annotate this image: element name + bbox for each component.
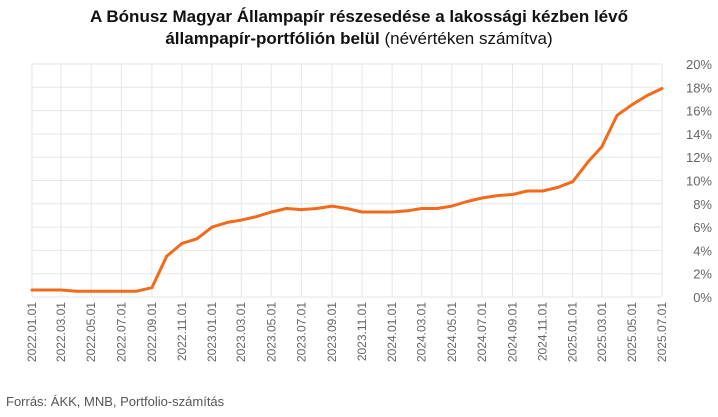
chart-title-line2: állampapír-portfólión belül (névértéken …: [0, 28, 718, 50]
chart-title: A Bónusz Magyar Állampapír részesedése a…: [0, 6, 718, 50]
chart-grid: [31, 63, 663, 298]
x-tick-label: 2022.03.01: [54, 302, 68, 362]
data-point: [406, 209, 409, 213]
x-tick-label: 2024.01.01: [385, 302, 399, 362]
data-point: [180, 242, 184, 245]
data-point: [525, 189, 529, 193]
data-point: [59, 288, 63, 292]
series-line: [30, 87, 664, 293]
data-point: [630, 103, 634, 107]
data-point: [239, 218, 243, 222]
x-axis-ticks: 2022.01.01 2022.03.01 2022.05.01 2022.07.01…: [25, 302, 669, 362]
x-tick-label: 2024.11.01: [536, 302, 550, 361]
data-point: [450, 204, 454, 208]
data-point: [420, 207, 424, 210]
x-tick-label: 2025.05.01: [625, 302, 639, 362]
data-point: [556, 186, 559, 189]
source-note: Forrás: ÁKK, MNB, Portfolio-számítás: [6, 394, 225, 409]
data-point: [375, 210, 379, 214]
x-tick-label: 2022.11.01: [175, 302, 189, 361]
data-point: [571, 180, 575, 184]
y-tick-label: 6%: [693, 220, 712, 235]
data-point: [495, 194, 499, 198]
data-point: [660, 87, 664, 90]
data-point: [195, 237, 199, 241]
x-tick-label: 2023.09.01: [325, 302, 339, 362]
data-point: [615, 113, 619, 117]
x-tick-label: 2024.09.01: [506, 302, 520, 362]
data-point: [269, 210, 273, 214]
data-point: [89, 289, 93, 293]
y-tick-label: 0%: [693, 290, 712, 305]
y-tick-label: 2%: [693, 267, 712, 282]
data-point: [30, 288, 34, 292]
chart-title-line2-normal: (névértéken számítva): [379, 29, 553, 48]
x-tick-label: 2023.03.01: [234, 302, 248, 362]
y-tick-label: 8%: [693, 197, 712, 212]
y-tick-label: 14%: [686, 127, 712, 142]
data-point: [480, 196, 484, 200]
data-point: [285, 207, 288, 210]
data-point: [225, 221, 229, 224]
x-tick-label: 2025.01.01: [566, 302, 580, 362]
x-tick-label: 2024.05.01: [445, 302, 459, 362]
x-tick-label: 2022.09.01: [145, 302, 159, 362]
x-tick-label: 2025.03.01: [595, 302, 609, 362]
data-point: [150, 286, 154, 290]
data-point: [315, 207, 319, 210]
y-tick-label: 20%: [686, 57, 712, 72]
data-point: [541, 189, 545, 193]
y-tick-label: 16%: [686, 104, 712, 119]
x-tick-label: 2023.11.01: [355, 302, 369, 361]
y-tick-label: 18%: [686, 80, 712, 95]
data-point: [119, 289, 123, 293]
data-point: [330, 204, 334, 208]
y-tick-label: 4%: [693, 243, 712, 258]
x-tick-label: 2022.05.01: [84, 302, 98, 362]
data-point: [645, 94, 649, 97]
chart-title-line2-bold: állampapír-portfólión belül: [165, 29, 380, 48]
data-point: [135, 289, 138, 293]
x-tick-label: 2023.05.01: [264, 302, 278, 362]
x-tick-label: 2024.03.01: [415, 302, 429, 362]
y-tick-label: 12%: [686, 150, 712, 165]
data-point: [465, 200, 469, 203]
data-point: [165, 254, 169, 258]
x-tick-label: 2023.01.01: [205, 302, 219, 362]
x-tick-label: 2024.07.01: [475, 302, 489, 362]
data-point: [105, 289, 108, 293]
data-point: [45, 288, 49, 292]
data-point: [75, 289, 78, 293]
x-tick-label: 2023.07.01: [294, 302, 308, 362]
data-point: [586, 160, 590, 164]
data-point: [435, 207, 439, 210]
x-tick-label: 2025.07.01: [655, 302, 669, 362]
data-point: [210, 225, 214, 229]
y-axis-ticks: 0% 2% 4% 6% 8% 10% 12% 14% 16% 18% 20%: [686, 57, 712, 305]
data-point: [360, 210, 364, 214]
chart-title-line1: A Bónusz Magyar Állampapír részesedése a…: [90, 7, 628, 26]
data-point: [511, 193, 514, 196]
x-tick-label: 2022.01.01: [25, 302, 39, 362]
x-tick-label: 2022.07.01: [114, 302, 128, 362]
chart-series: [30, 87, 664, 293]
data-point: [345, 207, 349, 210]
y-tick-label: 10%: [686, 174, 712, 189]
data-point: [255, 215, 258, 219]
data-point: [299, 208, 303, 212]
data-point: [390, 210, 394, 214]
data-point: [600, 145, 604, 149]
